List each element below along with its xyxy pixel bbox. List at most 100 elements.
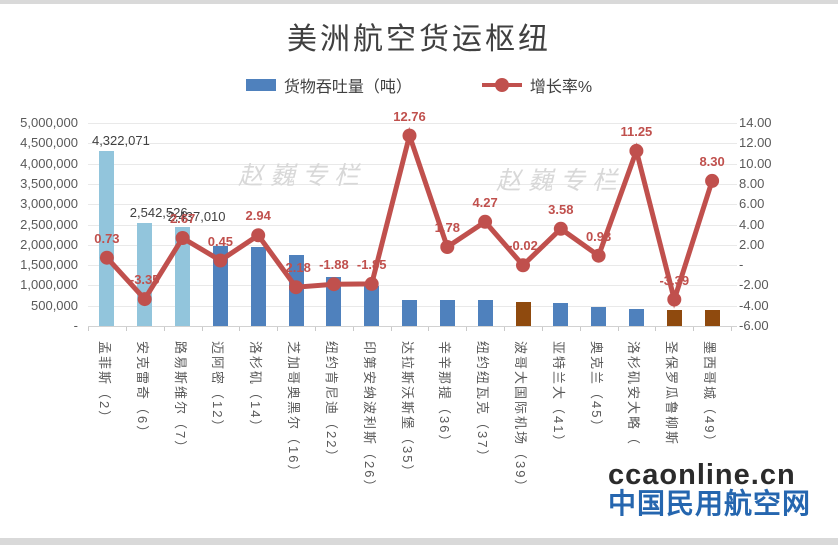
right-axis-tick-label: 14.00	[739, 115, 772, 130]
x-axis-tick	[163, 327, 165, 331]
x-axis-tick	[731, 327, 732, 331]
right-axis-tick-label: -6.00	[739, 318, 769, 333]
growth-rate-point	[667, 292, 682, 307]
legend-entry-bar: 货物吞吐量（吨）	[245, 73, 412, 97]
x-axis-tick	[352, 327, 354, 331]
category-label: 安克雷奇（6）	[134, 341, 150, 441]
growth-rate-point	[591, 248, 606, 263]
x-axis-tick	[617, 327, 619, 331]
left-axis-tick-label: 5,000,000	[20, 115, 78, 130]
x-axis-tick	[579, 327, 581, 331]
line-series-swatch-icon	[481, 78, 522, 92]
legend-entry-line: 增长率%	[481, 73, 592, 97]
category-label: 洛杉矶安大略（	[626, 341, 642, 447]
growth-rate-value-label: -0.02	[508, 238, 538, 254]
growth-rate-point	[629, 143, 644, 158]
site-watermark: ccaonline.cn 中国民用航空网	[608, 461, 811, 518]
left-axis-tick-label: 4,500,000	[20, 135, 78, 151]
category-label: 迈阿密（12）	[210, 341, 226, 435]
site-watermark-url: ccaonline.cn	[608, 459, 796, 491]
growth-rate-value-label: 2.67	[169, 211, 196, 226]
cargo-throughput-bar	[553, 302, 569, 326]
category-label: 路易斯维尔（7）	[172, 341, 188, 456]
gridline	[88, 163, 737, 165]
category-label: 辛辛那提（36）	[437, 341, 453, 450]
growth-rate-value-label: 12.76	[393, 108, 426, 124]
watermark-column-left: 赵巍专栏	[238, 162, 367, 190]
left-axis-tick-label: 2,500,000	[20, 216, 78, 232]
bar-series-swatch-icon	[245, 79, 276, 91]
x-axis-tick	[125, 327, 127, 331]
growth-rate-value-label: 1.78	[434, 220, 460, 235]
bar-value-label: 4,322,071	[91, 132, 150, 148]
growth-rate-value-label: -3.39	[659, 272, 690, 288]
right-axis-tick-label: -	[739, 257, 744, 273]
cargo-throughput-bar	[402, 299, 417, 326]
cargo-throughput-bar	[212, 245, 228, 326]
growth-rate-value-label: 8.30	[699, 153, 725, 169]
growth-rate-point	[705, 173, 720, 188]
x-axis-tick	[239, 327, 241, 331]
right-axis-tick-label: 8.00	[739, 175, 765, 191]
x-axis-tick	[390, 327, 392, 331]
category-label: 墨西哥城（49）	[702, 341, 718, 450]
chart-title: 美洲航空货运枢纽	[287, 23, 551, 56]
growth-rate-value-label: 0.73	[94, 230, 120, 246]
growth-rate-value-label: -3.35	[129, 272, 160, 288]
gridline	[88, 183, 737, 185]
category-label: 达拉斯沃斯堡（35）	[399, 341, 415, 480]
category-label: 芝加哥奥黑尔（16）	[286, 341, 301, 480]
cargo-throughput-bar	[704, 309, 720, 326]
chart-legend: 货物吞吐量（吨） 增长率%	[0, 73, 838, 97]
category-label: 纽约肯尼迪（22）	[323, 341, 339, 465]
cargo-throughput-bar	[591, 307, 607, 326]
cargo-throughput-bar	[364, 285, 380, 326]
category-label: 圣保罗瓜鲁柳斯	[664, 341, 680, 447]
left-axis-tick-label: 2,000,000	[20, 236, 78, 252]
left-axis-tick-label: 1,500,000	[20, 257, 78, 273]
left-axis-tick-label: -	[73, 318, 78, 333]
x-axis-tick	[693, 327, 695, 331]
category-label: 纽约纽瓦克（37）	[475, 341, 491, 465]
category-label: 孟菲斯（2）	[96, 341, 112, 426]
growth-rate-value-label: 11.25	[620, 123, 653, 139]
bottom-window-edge	[0, 538, 838, 545]
top-window-edge	[0, 0, 838, 4]
growth-rate-point	[402, 128, 417, 143]
x-axis-tick	[655, 327, 657, 331]
cargo-throughput-bar	[439, 299, 455, 326]
watermark-column-right: 赵巍专栏	[496, 167, 625, 195]
x-axis-tick	[428, 327, 430, 331]
growth-rate-value-label: 0.93	[585, 228, 612, 244]
growth-rate-value-label: 2.94	[245, 208, 271, 224]
x-axis-tick	[504, 327, 506, 331]
x-axis-tick	[88, 327, 89, 331]
cargo-throughput-bar	[666, 309, 682, 326]
growth-rate-value-label: -1.85	[356, 256, 387, 272]
category-label: 波哥大国际机场（39）	[513, 341, 528, 495]
right-axis-tick-label: 6.00	[739, 196, 765, 212]
cargo-throughput-bar	[326, 276, 342, 326]
left-axis-tick-label: 500,000	[31, 297, 78, 313]
left-axis-tick-label: 1,000,000	[20, 277, 78, 293]
category-label: 印第安纳波利斯（26）	[361, 341, 377, 495]
growth-rate-value-label: 0.45	[207, 233, 234, 249]
right-axis-tick-label: -2.00	[739, 277, 769, 293]
right-axis-tick-label: 10.00	[739, 155, 772, 171]
left-axis-tick-label: 3,000,000	[20, 196, 78, 212]
right-axis-tick-label: 12.00	[739, 135, 772, 151]
left-axis-tick-label: 3,500,000	[20, 175, 78, 191]
site-watermark-name: 中国民用航空网	[608, 488, 812, 519]
growth-rate-value-label: 4.27	[472, 194, 498, 210]
x-axis-tick	[466, 327, 468, 331]
growth-rate-point	[440, 240, 455, 254]
cargo-throughput-bar	[515, 302, 531, 326]
x-axis-tick	[314, 327, 316, 331]
cargo-throughput-bar	[250, 247, 266, 326]
gridline	[88, 143, 737, 145]
growth-rate-value-label: 3.58	[548, 201, 574, 217]
gridline	[88, 326, 737, 327]
right-axis-tick-label: 4.00	[739, 216, 765, 232]
category-label: 洛杉矶（14）	[248, 341, 264, 435]
